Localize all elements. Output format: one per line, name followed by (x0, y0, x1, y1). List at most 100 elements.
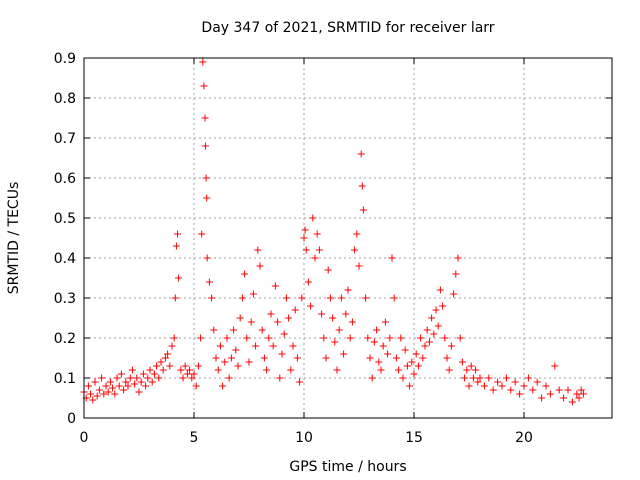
data-point (223, 334, 231, 342)
data-point (258, 326, 266, 334)
data-point (309, 214, 317, 222)
data-point (133, 374, 141, 382)
data-point (216, 342, 224, 350)
y-tick-label: 0.3 (54, 291, 76, 307)
data-point (524, 374, 532, 382)
x-tick-label: 10 (295, 430, 313, 446)
data-point (386, 334, 394, 342)
data-point (144, 374, 152, 382)
data-point (181, 362, 189, 370)
data-point (555, 386, 563, 394)
data-point (157, 358, 165, 366)
data-point (254, 246, 262, 254)
data-point (300, 234, 308, 242)
data-point (445, 366, 453, 374)
data-point (324, 266, 332, 274)
data-point (579, 390, 587, 398)
x-tick-label: 15 (405, 430, 423, 446)
data-point (430, 330, 438, 338)
data-point (120, 386, 128, 394)
data-point (498, 382, 506, 390)
data-point (168, 342, 176, 350)
data-point (326, 294, 334, 302)
data-point (190, 370, 198, 378)
data-point (117, 370, 125, 378)
data-point (252, 342, 260, 350)
data-point (397, 334, 405, 342)
data-point (238, 294, 246, 302)
data-point (212, 354, 220, 362)
y-tick-label: 0.8 (54, 91, 76, 107)
data-point (412, 350, 420, 358)
data-point (260, 354, 268, 362)
data-point (311, 254, 319, 262)
data-point (379, 342, 387, 350)
data-point (428, 314, 436, 322)
data-point (388, 254, 396, 262)
data-point (150, 370, 158, 378)
data-point (410, 370, 418, 378)
data-point (274, 318, 282, 326)
data-point (467, 362, 475, 370)
data-point (115, 382, 123, 390)
y-axis-label: SRMTID / TECUs (6, 182, 22, 295)
data-point (289, 342, 297, 350)
data-point (170, 334, 178, 342)
y-tick-label: 0 (67, 411, 76, 427)
data-point (249, 290, 257, 298)
data-point (265, 334, 273, 342)
data-point (351, 246, 359, 254)
data-point (208, 294, 216, 302)
data-point (452, 270, 460, 278)
data-point (480, 382, 488, 390)
data-point (529, 386, 537, 394)
chart-title: Day 347 of 2021, SRMTID for receiver lar… (201, 20, 494, 36)
data-point (291, 306, 299, 314)
data-point (375, 358, 383, 366)
data-point (463, 366, 471, 374)
data-point (474, 378, 482, 386)
data-point (280, 330, 288, 338)
data-point (166, 362, 174, 370)
data-point (293, 354, 301, 362)
data-point (476, 374, 484, 382)
data-point (201, 142, 209, 150)
data-point (564, 386, 572, 394)
data-point (403, 362, 411, 370)
data-point (203, 194, 211, 202)
data-point (439, 302, 447, 310)
data-point (502, 374, 510, 382)
data-point (199, 58, 207, 66)
data-point (320, 334, 328, 342)
data-point (348, 318, 356, 326)
data-point (469, 374, 477, 382)
data-point (511, 378, 519, 386)
data-point (417, 334, 425, 342)
data-point (399, 374, 407, 382)
data-point (139, 370, 147, 378)
y-tick-label: 0.6 (54, 171, 76, 187)
y-tick-label: 0.2 (54, 331, 76, 347)
data-point (421, 342, 429, 350)
data-point (186, 366, 194, 374)
data-point (202, 174, 210, 182)
data-point (454, 254, 462, 262)
data-point (298, 294, 306, 302)
data-point (358, 182, 366, 190)
axis-ticks: 0 0.1 0.2 0.3 0.4 0.5 0.6 0.7 0.8 0.9 0 5 10 15 20 (54, 51, 612, 446)
data-point (520, 382, 528, 390)
data-point (234, 362, 242, 370)
data-point (516, 390, 524, 398)
data-point (91, 378, 99, 386)
data-point (434, 322, 442, 330)
data-point (243, 334, 251, 342)
data-point (551, 362, 559, 370)
data-point (111, 390, 119, 398)
data-point (302, 246, 310, 254)
data-point (507, 386, 515, 394)
data-point (318, 310, 326, 318)
data-point (489, 386, 497, 394)
data-point (256, 262, 264, 270)
data-point (485, 374, 493, 382)
data-point (370, 338, 378, 346)
